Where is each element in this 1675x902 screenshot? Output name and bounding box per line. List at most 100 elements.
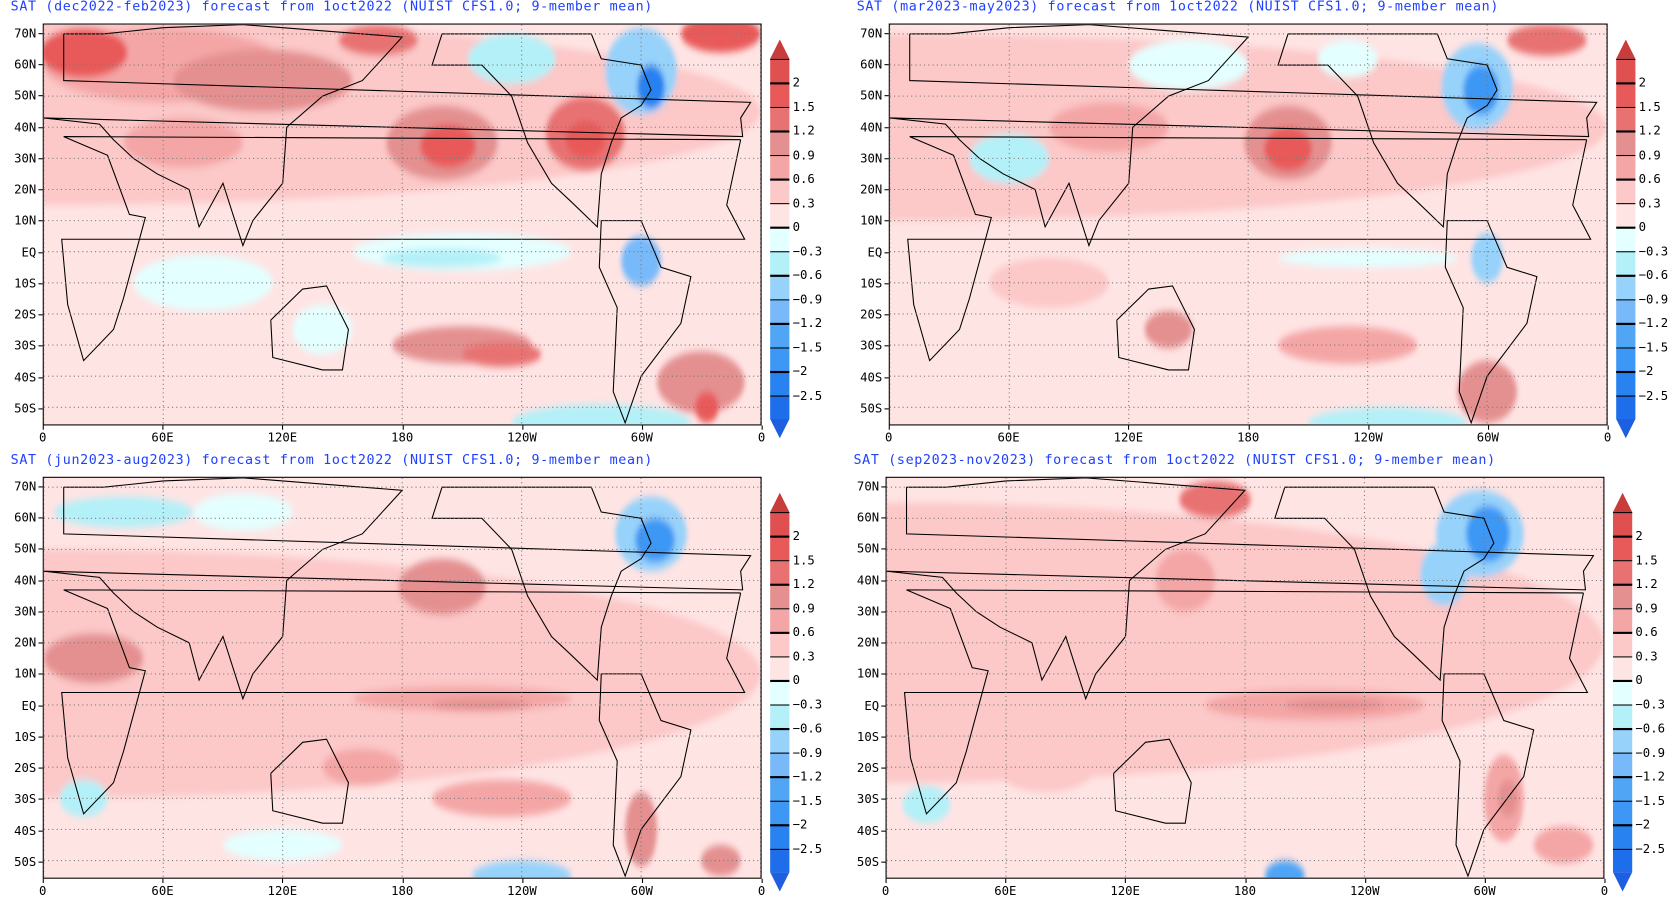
- anomaly-region: [1317, 40, 1378, 78]
- tick-mark: [881, 798, 886, 801]
- colorbar-swatch: [770, 250, 790, 276]
- colorbar-swatch: [1616, 298, 1636, 324]
- latitude-label: EQ: [864, 697, 880, 713]
- colorbar-swatch: [1616, 154, 1636, 180]
- anomaly-region: [43, 549, 761, 799]
- anomaly-map: [888, 23, 1608, 426]
- colorbar-swatch: [770, 106, 790, 132]
- tick-mark: [1484, 878, 1486, 883]
- colorbar-swatch: [1616, 274, 1636, 300]
- tick-mark: [38, 251, 43, 253]
- longitude-label: 0: [39, 882, 47, 898]
- colorbar-label: −2: [1635, 816, 1651, 832]
- latitude-label: 60N: [856, 509, 880, 525]
- latitude-label: 50N: [860, 87, 883, 103]
- colorbar-swatch: [770, 178, 790, 204]
- colorbar: [770, 39, 790, 439]
- forecast-panel-sep2023-nov2023: SAT (sep2023-nov2023) forecast from 1oct…: [843, 451, 1675, 902]
- latitude-label: 70N: [856, 478, 880, 494]
- colorbar-swatch: [770, 58, 790, 84]
- colorbar-label: −0.3: [1635, 696, 1666, 712]
- latitude-label: 40N: [14, 119, 37, 135]
- colorbar-label: −2: [792, 816, 808, 832]
- anomaly-region: [382, 248, 502, 268]
- tick-mark: [38, 517, 43, 519]
- tick-mark: [884, 64, 889, 66]
- tick-mark: [1248, 425, 1250, 430]
- anomaly-region: [43, 633, 144, 684]
- colorbar-swatch: [1612, 560, 1633, 585]
- latitude-label: EQ: [21, 244, 37, 260]
- tick-mark: [884, 32, 889, 34]
- colorbar-label: −0.9: [792, 744, 823, 760]
- forecast-panel-mar2023-may2023: SAT (mar2023-may2023) forecast from 1oct…: [846, 0, 1675, 449]
- colorbar-label: 0.6: [1638, 171, 1661, 187]
- colorbar-label: −0.3: [792, 243, 823, 259]
- longitude-label: 180: [1233, 882, 1257, 898]
- longitude-label: 180: [391, 882, 414, 898]
- longitude-label: 0: [757, 429, 766, 445]
- anomaly-region: [322, 748, 403, 786]
- colorbar-swatch: [1612, 512, 1633, 537]
- latitude-label: 10N: [856, 666, 880, 682]
- anomaly-region: [700, 844, 741, 877]
- anomaly-region: [173, 49, 353, 112]
- colorbar-swatch: [1616, 226, 1636, 252]
- colorbar-label: 2: [1638, 75, 1647, 91]
- tick-mark: [282, 425, 284, 430]
- forecast-panel-jun2023-aug2023: SAT (jun2023-aug2023) forecast from 1oct…: [0, 451, 837, 902]
- tick-mark: [38, 64, 43, 66]
- colorbar-swatch: [1616, 106, 1636, 132]
- colorbar-swatch: [1612, 584, 1633, 609]
- tick-mark: [38, 798, 43, 801]
- colorbar-swatch: [770, 800, 790, 825]
- colorbar-max-arrow: [1612, 492, 1633, 513]
- latitude-label: 40S: [14, 369, 37, 385]
- tick-mark: [38, 830, 43, 832]
- colorbar-swatch: [770, 752, 790, 777]
- coastline: [432, 487, 651, 680]
- colorbar-swatch: [1612, 728, 1633, 753]
- colorbar-swatch: [770, 154, 790, 180]
- tick-mark: [881, 642, 886, 644]
- tick-mark: [38, 95, 43, 97]
- tick-mark: [402, 878, 404, 883]
- longitude-label: 0: [885, 429, 893, 445]
- longitude-label: 60E: [997, 429, 1020, 445]
- colorbar-label: 0.3: [1638, 195, 1661, 211]
- longitude-label: 60E: [151, 882, 174, 898]
- latitude-label: 70N: [14, 478, 37, 494]
- coastline: [908, 137, 1591, 361]
- anomaly-region: [1278, 248, 1458, 268]
- anomaly-region: [1264, 127, 1312, 171]
- colorbar-label: −1.5: [792, 792, 823, 808]
- latitude-label: 10S: [14, 728, 37, 744]
- tick-mark: [884, 158, 889, 160]
- colorbar-swatch: [1616, 202, 1636, 228]
- colorbar-label: −2: [1638, 363, 1654, 379]
- tick-mark: [38, 32, 43, 34]
- colorbar: [1612, 492, 1633, 892]
- tick-mark: [884, 220, 889, 222]
- latitude-label: 30S: [856, 791, 880, 807]
- longitude-label: 180: [1237, 429, 1260, 445]
- colorbar-label: −2: [792, 363, 808, 379]
- tick-mark: [881, 548, 886, 550]
- tick-mark: [881, 517, 886, 519]
- anomaly-region: [53, 496, 194, 528]
- colorbar-max-arrow: [770, 492, 790, 513]
- colorbar-label: 0: [1638, 219, 1647, 235]
- anomaly-region: [680, 24, 761, 53]
- tick-mark: [38, 767, 43, 769]
- colorbar-label: −0.6: [1635, 720, 1666, 736]
- anomaly-region: [1471, 233, 1504, 283]
- tick-mark: [38, 283, 43, 285]
- colorbar-swatch: [770, 656, 790, 681]
- coastline: [44, 478, 751, 699]
- tick-mark: [38, 189, 43, 191]
- tick-mark: [38, 642, 43, 644]
- longitude-label: 0: [1600, 882, 1609, 898]
- colorbar-label: 2: [1635, 528, 1643, 544]
- colorbar-swatch: [770, 274, 790, 300]
- tick-mark: [884, 95, 889, 97]
